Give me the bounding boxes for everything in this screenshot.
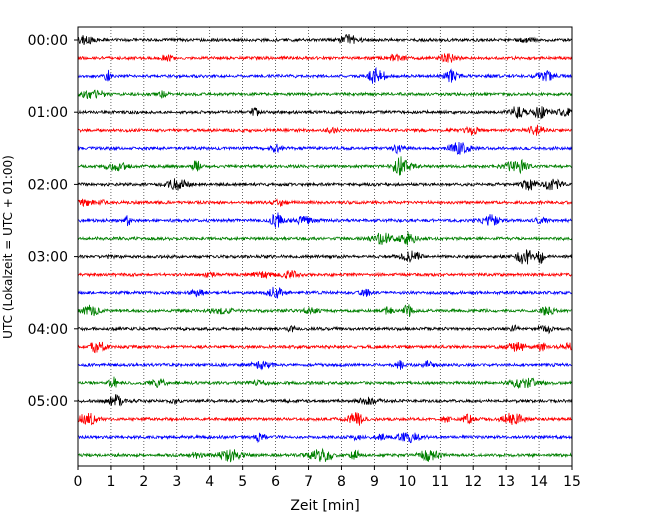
- x-tick-label: 12: [464, 474, 482, 490]
- trace-line: [77, 432, 573, 444]
- x-tick-label: 2: [139, 474, 148, 490]
- x-tick-label: 1: [106, 474, 115, 490]
- y-axis-ticks: 00:00 01:00 02:00 03:00 04:00 05:00: [28, 33, 78, 410]
- trace-line: [77, 286, 573, 299]
- plot-frame: [77, 26, 573, 467]
- trace-line: [77, 66, 573, 84]
- y-tick-label: 05:00: [28, 394, 68, 410]
- trace-line: [77, 341, 573, 354]
- trace-line: [77, 124, 573, 136]
- x-tick-label: 7: [304, 474, 313, 490]
- trace-line: [77, 412, 573, 426]
- trace-line: [77, 34, 573, 46]
- x-tick-label: 0: [74, 474, 83, 490]
- trace-line: [77, 324, 573, 335]
- x-tick-label: 6: [271, 474, 280, 490]
- trace-line: [77, 212, 573, 228]
- trace-line: [77, 376, 573, 390]
- trace-line: [77, 142, 573, 155]
- x-tick-label: 10: [398, 474, 416, 490]
- vertical-gridlines: [110, 27, 540, 466]
- trace-line: [77, 304, 573, 317]
- trace-line: [77, 447, 573, 463]
- trace-line: [77, 249, 573, 265]
- trace-line: [77, 178, 573, 191]
- y-tick-label: 01:00: [28, 105, 68, 121]
- trace-line: [77, 53, 573, 63]
- x-tick-label: 9: [370, 474, 379, 490]
- x-tick-label: 5: [238, 474, 247, 490]
- x-tick-label: 13: [497, 474, 515, 490]
- y-tick-label: 02:00: [28, 177, 68, 193]
- trace-line: [77, 106, 573, 120]
- trace-line: [77, 394, 573, 407]
- x-axis-label: Zeit [min]: [290, 498, 359, 514]
- x-tick-label: 8: [337, 474, 346, 490]
- x-axis-ticks: 0 1 2 3 4 5 6 7 8 9 10 11 12 13 14 15: [74, 466, 581, 490]
- y-tick-label: 04:00: [28, 322, 68, 338]
- seismogram-traces: [77, 34, 573, 463]
- x-tick-label: 4: [205, 474, 214, 490]
- trace-line: [77, 360, 573, 371]
- y-axis-label: UTC (Lokalzeit = UTC + 01:00): [1, 155, 15, 339]
- y-tick-label: 00:00: [28, 33, 68, 49]
- x-tick-label: 11: [431, 474, 449, 490]
- trace-line: [77, 198, 573, 208]
- trace-line: [77, 231, 573, 246]
- x-tick-label: 15: [563, 474, 581, 490]
- y-tick-label: 03:00: [28, 250, 68, 266]
- trace-line: [77, 270, 573, 280]
- x-tick-label: 3: [172, 474, 181, 490]
- x-tick-label: 14: [530, 474, 548, 490]
- trace-line: [77, 156, 573, 176]
- trace-line: [77, 89, 573, 100]
